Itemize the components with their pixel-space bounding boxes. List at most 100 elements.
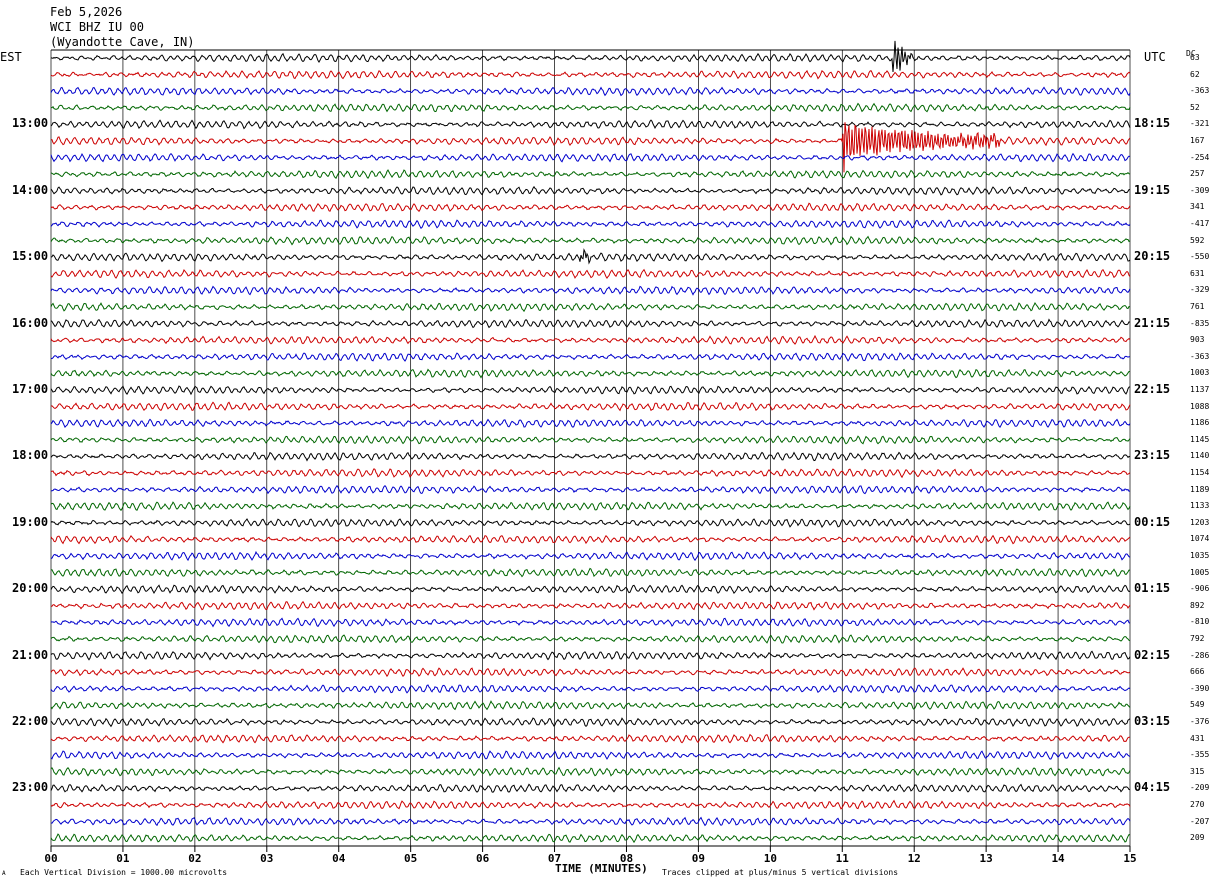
trace-row-38 [50,684,1131,694]
trace-row-23 [50,435,1131,445]
x-tick-label: 05 [404,852,417,865]
right-hour-label: 03:15 [1134,714,1171,728]
dc-offset-label: 549 [1190,700,1205,710]
trace-row-12 [50,248,1131,265]
dc-offset-label: 1005 [1190,567,1210,577]
left-hour-label: 17:00 [12,382,49,396]
trace-row-47 [50,833,1131,844]
trace-row-21 [50,401,1131,412]
x-tick-label: 00 [44,852,57,865]
left-hour-label: 23:00 [12,780,49,795]
dc-offset-label: 761 [1190,302,1205,311]
trace-row-30 [50,550,1131,562]
trace-row-44 [50,783,1131,793]
dc-offset-label: -835 [1190,318,1210,328]
dc-offset-label: -209 [1190,783,1210,793]
dc-offset-label: -207 [1190,816,1210,826]
trace-row-4 [50,119,1131,130]
left-hour-label: 14:00 [12,182,49,197]
right-timezone-label: UTC [1144,50,1166,64]
x-tick-label: 12 [908,852,921,865]
trace-row-27 [50,501,1131,512]
dc-offset-label: 1074 [1190,534,1210,544]
trace-row-2 [50,86,1131,97]
trace-row-5 [50,122,1131,173]
x-tick-label: 02 [188,852,201,865]
trace-row-0 [50,40,1131,72]
dc-offset-label: -906 [1190,584,1210,594]
trace-row-18 [50,352,1130,362]
dc-offset-label: 1088 [1190,401,1210,411]
dc-offset-label: 257 [1190,169,1205,179]
dc-offset-label: -390 [1190,683,1210,693]
right-hour-label: 00:15 [1134,514,1171,529]
trace-row-45 [50,799,1131,810]
trace-row-10 [50,219,1131,229]
dc-offset-label: 631 [1190,268,1205,278]
clip-note: Traces clipped at plus/minus 5 vertical … [662,868,899,877]
dc-offset-label: -321 [1190,119,1210,129]
dc-offset-label: -363 [1190,351,1210,361]
date-title: Feb 5,2026 [50,5,123,19]
trace-row-24 [50,451,1131,462]
trace-row-42 [50,750,1131,760]
trace-row-11 [50,235,1131,246]
dc-offset-label: 209 [1190,833,1205,843]
trace-row-29 [50,534,1131,545]
left-hour-label: 22:00 [12,714,49,728]
left-hour-label: 20:00 [12,581,49,596]
dc-offset-label: -286 [1190,650,1210,660]
trace-row-19 [50,368,1130,379]
right-hour-label: 21:15 [1134,315,1171,330]
dc-offset-label: 52 [1190,102,1200,112]
dc-offset-label: 892 [1190,600,1205,610]
trace-row-26 [50,484,1131,495]
right-hour-label: 20:15 [1134,249,1171,264]
dc-offset-label: -417 [1190,219,1210,228]
x-tick-label: 14 [1051,852,1065,865]
trace-row-34 [50,617,1131,628]
dc-offset-label: 1203 [1190,517,1210,527]
left-hour-label: 19:00 [12,514,49,529]
trace-row-14 [50,285,1131,296]
x-tick-label: 06 [476,852,490,865]
trace-row-33 [51,600,1131,611]
trace-row-25 [50,468,1131,479]
seismogram-traces [50,40,1131,844]
x-tick-label: 13 [980,852,993,865]
x-tick-label: 07 [548,852,561,865]
x-tick-label: 01 [116,852,130,865]
dc-offset-label: 62 [1190,69,1200,79]
dc-offset-label: -254 [1190,152,1210,162]
trace-row-28 [50,518,1131,528]
dc-offset-label: 1145 [1190,434,1210,444]
location-title: (Wyandotte Cave, IN) [50,35,195,49]
dc-offset-label: 1137 [1190,385,1210,394]
trace-row-8 [50,185,1130,196]
dc-offset-label: 1133 [1190,501,1210,511]
dc-offset-label: -550 [1190,252,1210,262]
corner-mark: A [2,870,6,877]
dc-offset-label: 903 [1190,335,1205,345]
dc-offset-label: 167 [1190,136,1205,145]
dc-offset-label: 315 [1190,766,1205,776]
division-note: Each Vertical Division = 1000.00 microvo… [20,868,228,877]
x-axis-label: TIME (MINUTES) [555,862,648,875]
right-hour-label: 19:15 [1134,182,1171,197]
right-hour-label: 22:15 [1134,382,1171,396]
trace-row-16 [50,318,1131,329]
trace-row-3 [50,102,1131,113]
right-hour-label: 18:15 [1134,116,1171,131]
dc-offset-label: 1035 [1190,551,1210,560]
x-tick-label: 11 [836,852,850,865]
dc-offset-label: -355 [1190,750,1210,760]
station-title: WCI BHZ IU 00 [50,20,144,34]
right-hour-label: 04:15 [1134,780,1171,795]
trace-row-15 [50,301,1131,313]
left-hour-label: 13:00 [12,116,49,131]
dc-offset-label: 1003 [1190,368,1210,378]
dc-offset-label: -329 [1190,285,1210,295]
x-tick-label: 09 [692,852,705,865]
left-hour-label: 18:00 [12,448,49,463]
left-hour-label: 15:00 [12,249,49,264]
